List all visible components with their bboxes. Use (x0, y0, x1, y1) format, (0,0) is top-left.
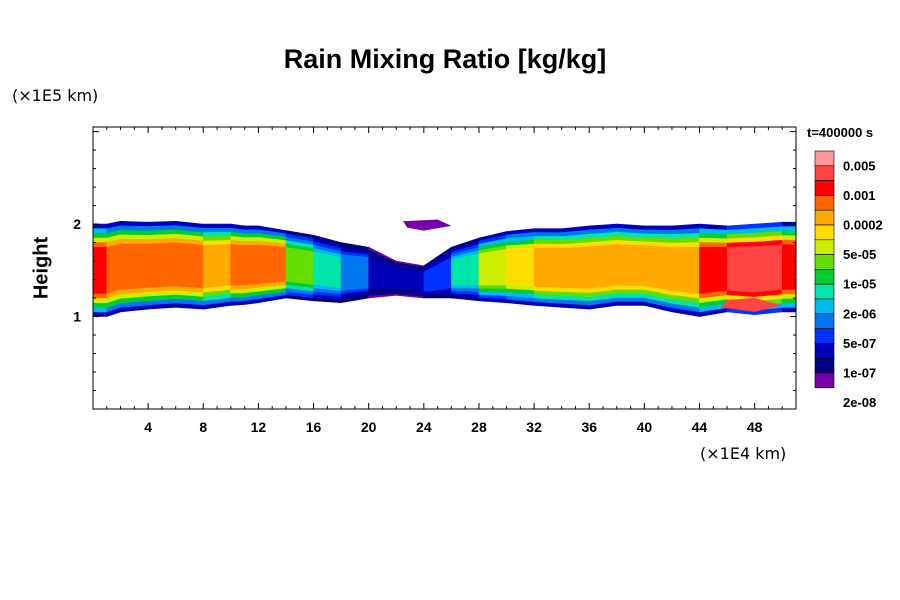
x-tick-label: 20 (361, 419, 377, 435)
field-band (754, 262, 783, 275)
field-band (203, 260, 232, 272)
colorbar-label: 0.001 (843, 188, 876, 203)
x-tick-label: 16 (306, 419, 322, 435)
field-band (726, 264, 755, 275)
colorbar-swatch (814, 343, 835, 359)
colorbar-swatch (814, 150, 835, 167)
x-tick-label: 8 (199, 419, 207, 435)
x-tick-label: 44 (692, 419, 708, 435)
colorbar-swatch (814, 254, 835, 270)
field-band (258, 260, 287, 269)
field-band (506, 262, 535, 272)
colorbar-swatch (814, 209, 835, 226)
colorbar-label: 2e-08 (843, 395, 876, 410)
chart-title: Rain Mixing Ratio [kg/kg] (283, 44, 607, 74)
colorbar-label: 2e-06 (843, 306, 876, 321)
colorbar-swatch (814, 180, 835, 196)
field-band (616, 260, 645, 271)
colorbar-swatch (814, 328, 835, 344)
field-band (340, 269, 370, 276)
colorbar-swatch (814, 283, 835, 300)
colorbar-swatch (814, 239, 835, 255)
y-tick-label: 2 (73, 216, 81, 232)
x-tick-label: 4 (144, 419, 152, 435)
colorbar-label: 1e-07 (843, 366, 876, 381)
colorbar-swatch (814, 269, 835, 285)
plot-frame (92, 126, 797, 410)
time-label: t=400000 s (807, 125, 874, 140)
field-patch (720, 298, 783, 312)
colorbar-label: 5e-05 (843, 247, 876, 262)
field-band (230, 260, 245, 270)
field-band (244, 260, 259, 270)
field-band (699, 264, 728, 276)
plot-area (92, 219, 797, 317)
x-tick-label: 12 (251, 419, 267, 435)
field-band (147, 259, 176, 271)
x-tick-label: 32 (526, 419, 542, 435)
colorbar-swatch (814, 357, 835, 374)
colorbar-swatch (814, 224, 835, 241)
colorbar-swatch (814, 372, 835, 389)
field-band (561, 263, 590, 273)
colorbar-swatch (814, 298, 835, 315)
y-axis-unit: (×1E5 km) (12, 86, 99, 105)
colorbar-swatch (814, 313, 835, 329)
x-tick-label: 48 (747, 419, 763, 435)
field-band (92, 265, 108, 276)
colorbar-label: 1e-05 (843, 277, 876, 292)
x-axis-unit: (×1E4 km) (700, 444, 787, 463)
x-tick-label: 24 (416, 419, 432, 435)
colorbar-label: 0.005 (843, 158, 876, 173)
field-band (120, 260, 149, 272)
x-tick-label: 40 (637, 419, 653, 435)
colorbar-swatch (814, 165, 835, 181)
colorbar: 0.005 0.001 0.0002 5e-05 1e-05 2e-06 5e-07 1e-0… (814, 150, 883, 410)
field-band (781, 262, 797, 272)
y-tick-label: 1 (73, 309, 81, 325)
colorbar-swatch (814, 195, 835, 211)
field-patch (403, 219, 452, 231)
x-tick-label: 28 (471, 419, 487, 435)
x-tick-label: 36 (581, 419, 597, 435)
colorbar-label: 0.0002 (843, 218, 883, 233)
colorbar-label: 5e-07 (843, 336, 876, 351)
field-band (671, 264, 700, 276)
field-band (533, 262, 563, 273)
